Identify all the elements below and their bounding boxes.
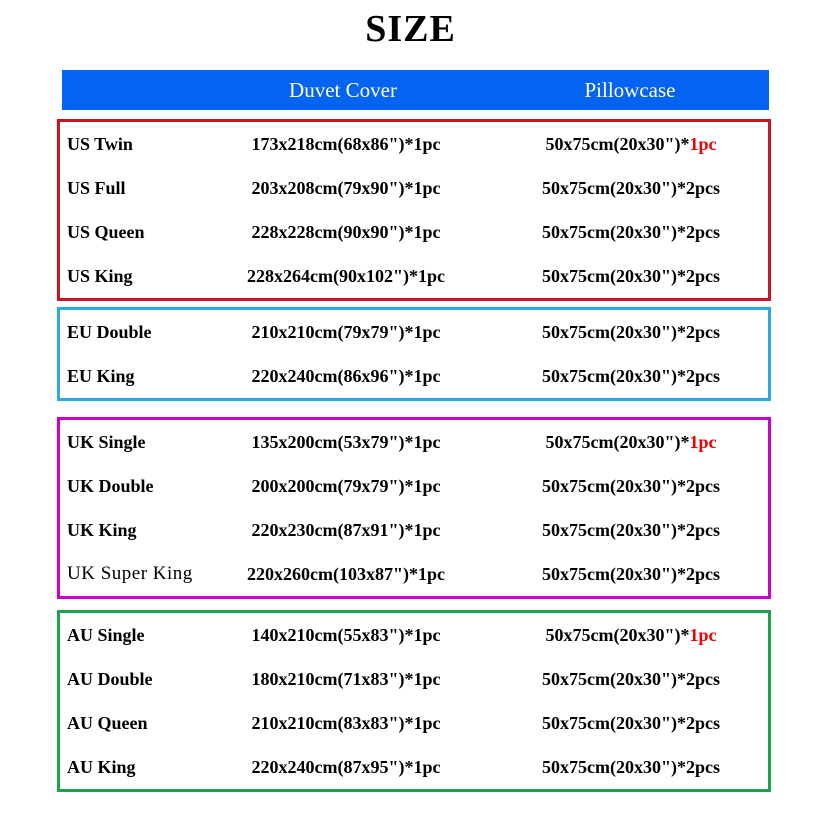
duvet-cover-size: 200x200cm(79x79")*1pc [251,475,441,496]
size-name: AU Single [67,624,145,645]
pillowcase-size: 50x75cm(20x30")*1pc [494,625,768,646]
pillowcase-qty: 1pc [689,133,717,154]
size-chart-page: SIZE Duvet Cover Pillowcase US Twin 173x2… [0,6,821,792]
table-row: EU King 220x240cm(86x96")*1pc 50x75cm(20x3… [60,354,768,398]
pillowcase-qty: 2pcs [685,668,720,689]
table-row: AU Single 140x210cm(55x83")*1pc 50x75cm(20… [60,613,768,657]
pillowcase-qty: 2pcs [685,177,720,198]
pillowcase-size: 50x75cm(20x30")*2pcs [494,266,768,287]
pillowcase-size-base: 50x75cm(20x30")* [542,756,686,777]
table-row: US King 228x264cm(90x102")*1pc 50x75cm(20x… [60,254,768,298]
size-name: AU King [67,756,136,777]
size-group-us: US Twin 173x218cm(68x86")*1pc 50x75cm(20x3… [57,119,771,301]
pillowcase-qty: 2pcs [685,321,720,342]
pillowcase-qty: 2pcs [685,756,720,777]
duvet-cover-size: 220x240cm(87x95")*1pc [251,756,441,777]
size-name: US Full [67,177,126,198]
size-group-eu: EU Double 210x210cm(79x79")*1pc 50x75cm(20… [57,307,771,401]
size-name: UK Single [67,431,146,452]
size-name: AU Double [67,668,153,689]
pillowcase-qty: 1pc [689,431,717,452]
table-row: AU Double 180x210cm(71x83")*1pc 50x75cm(20… [60,657,768,701]
table-row: UK Single 135x200cm(53x79")*1pc 50x75cm(20… [60,420,768,464]
duvet-cover-size: 220x240cm(86x96")*1pc [251,365,441,386]
pillowcase-size-base: 50x75cm(20x30")* [545,624,690,645]
pillowcase-size: 50x75cm(20x30")*2pcs [494,222,768,243]
pillowcase-size-base: 50x75cm(20x30")* [545,431,690,452]
pillowcase-size-base: 50x75cm(20x30")* [542,321,686,342]
pillowcase-size-base: 50x75cm(20x30")* [542,668,686,689]
pillowcase-size-base: 50x75cm(20x30")* [542,221,686,242]
table-row: US Full 203x208cm(79x90")*1pc 50x75cm(20x3… [60,166,768,210]
duvet-cover-size: 210x210cm(83x83")*1pc [251,712,441,733]
pillowcase-qty: 2pcs [685,519,720,540]
table-row: AU King 220x240cm(87x95")*1pc 50x75cm(20x3… [60,745,768,789]
pillowcase-qty: 1pc [689,624,717,645]
size-name: EU Double [67,321,152,342]
size-name: UK Super King [67,563,193,584]
pillowcase-size: 50x75cm(20x30")*2pcs [494,322,768,343]
pillowcase-size-base: 50x75cm(20x30")* [542,265,686,286]
size-name: UK Double [67,475,154,496]
pillowcase-qty: 2pcs [685,563,720,584]
table-row: US Queen 228x228cm(90x90")*1pc 50x75cm(20x… [60,210,768,254]
duvet-cover-size: 203x208cm(79x90")*1pc [251,177,441,198]
pillowcase-qty: 2pcs [685,265,720,286]
pillowcase-size-base: 50x75cm(20x30")* [542,563,686,584]
pillowcase-size: 50x75cm(20x30")*2pcs [494,564,768,585]
table-row: EU Double 210x210cm(79x79")*1pc 50x75cm(20… [60,310,768,354]
size-name: US Queen [67,221,145,242]
duvet-cover-size: 210x210cm(79x79")*1pc [251,321,441,342]
pillowcase-size-base: 50x75cm(20x30")* [542,475,686,496]
pillowcase-size: 50x75cm(20x30")*2pcs [494,520,768,541]
pillowcase-size: 50x75cm(20x30")*1pc [494,432,768,453]
pillowcase-size-base: 50x75cm(20x30")* [542,177,686,198]
header-duvet-cover: Duvet Cover [289,77,397,102]
size-name: AU Queen [67,712,148,733]
pillowcase-size: 50x75cm(20x30")*2pcs [494,757,768,778]
pillowcase-size: 50x75cm(20x30")*2pcs [494,366,768,387]
size-table: Duvet Cover Pillowcase US Twin 173x218cm(… [57,70,771,792]
pillowcase-qty: 2pcs [685,475,720,496]
size-name: US Twin [67,133,133,154]
duvet-cover-size: 220x260cm(103x87")*1pc [247,563,445,584]
size-table-groups: US Twin 173x218cm(68x86")*1pc 50x75cm(20x3… [57,119,771,792]
duvet-cover-size: 220x230cm(87x91")*1pc [251,519,441,540]
duvet-cover-size: 173x218cm(68x86")*1pc [251,133,441,154]
pillowcase-size-base: 50x75cm(20x30")* [542,365,686,386]
table-header-bar: Duvet Cover Pillowcase [62,70,769,110]
pillowcase-size: 50x75cm(20x30")*2pcs [494,178,768,199]
size-name: US King [67,265,133,286]
table-row: UK Double 200x200cm(79x79")*1pc 50x75cm(20… [60,464,768,508]
pillowcase-size-base: 50x75cm(20x30")* [545,133,690,154]
size-name: UK King [67,519,137,540]
page-title: SIZE [365,8,456,50]
size-group-uk: UK Single 135x200cm(53x79")*1pc 50x75cm(20… [57,417,771,599]
header-pillowcase: Pillowcase [584,77,676,102]
size-name: EU King [67,365,135,386]
pillowcase-size: 50x75cm(20x30")*1pc [494,134,768,155]
duvet-cover-size: 228x228cm(90x90")*1pc [251,221,441,242]
duvet-cover-size: 135x200cm(53x79")*1pc [251,431,441,452]
pillowcase-size: 50x75cm(20x30")*2pcs [494,713,768,734]
duvet-cover-size: 180x210cm(71x83")*1pc [251,668,441,689]
pillowcase-size-base: 50x75cm(20x30")* [542,519,686,540]
pillowcase-qty: 2pcs [685,221,720,242]
pillowcase-qty: 2pcs [685,365,720,386]
size-group-au: AU Single 140x210cm(55x83")*1pc 50x75cm(20… [57,610,771,792]
pillowcase-qty: 2pcs [685,712,720,733]
table-row: UK Super King 220x260cm(103x87")*1pc 50x75… [60,552,768,596]
table-row: AU Queen 210x210cm(83x83")*1pc 50x75cm(20x… [60,701,768,745]
duvet-cover-size: 140x210cm(55x83")*1pc [251,624,441,645]
pillowcase-size-base: 50x75cm(20x30")* [542,712,686,733]
table-row: UK King 220x230cm(87x91")*1pc 50x75cm(20x3… [60,508,768,552]
duvet-cover-size: 228x264cm(90x102")*1pc [247,265,445,286]
pillowcase-size: 50x75cm(20x30")*2pcs [494,476,768,497]
table-row: US Twin 173x218cm(68x86")*1pc 50x75cm(20x3… [60,122,768,166]
pillowcase-size: 50x75cm(20x30")*2pcs [494,669,768,690]
